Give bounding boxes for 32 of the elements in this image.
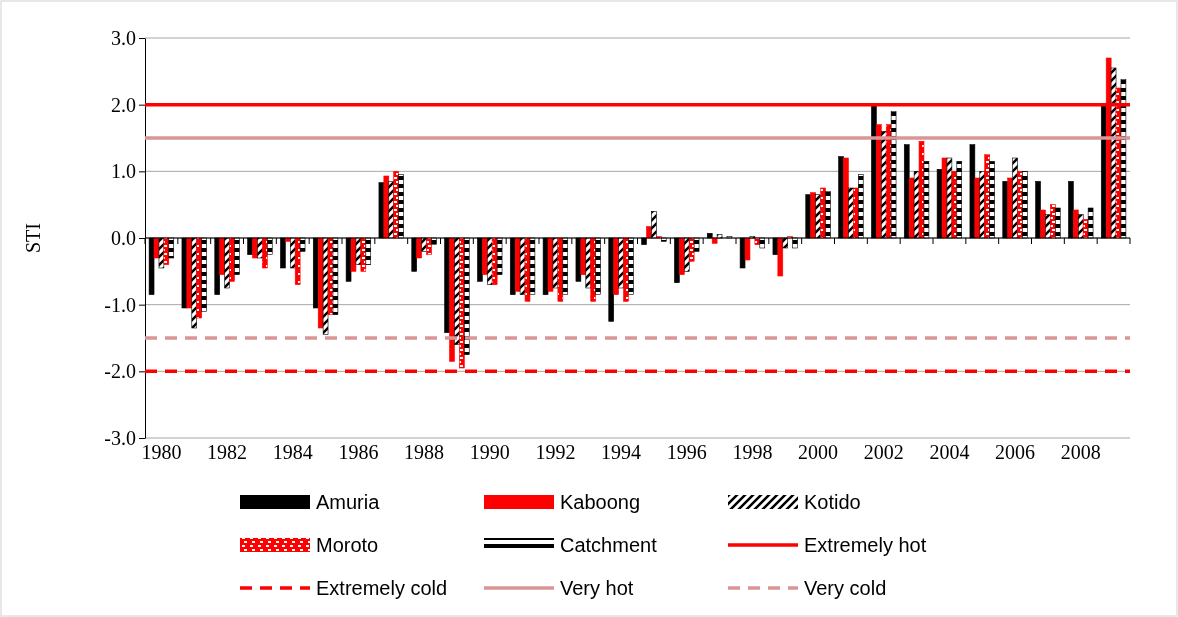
- x-tick-label: 2006: [995, 441, 1036, 463]
- x-tick-label: 2004: [929, 441, 970, 463]
- legend-label: Moroto: [316, 534, 379, 556]
- legend-label: Kotido: [804, 491, 861, 513]
- y-tick-label: 1.0: [111, 160, 136, 183]
- x-tick-label: 1998: [732, 441, 773, 463]
- x-tick-label: 2008: [1060, 441, 1101, 463]
- x-tick-label: 1980: [141, 441, 182, 463]
- x-tick-label: 2002: [863, 441, 904, 463]
- y-axis-title: STI: [22, 223, 44, 253]
- x-tick-label: 1992: [535, 441, 576, 463]
- legend-label: Extremely cold: [316, 577, 448, 599]
- legend-label: Very cold: [804, 577, 887, 599]
- x-tick-label: 1994: [601, 441, 642, 463]
- y-tick-label: -3.0: [104, 426, 136, 449]
- x-tick-label: 1988: [404, 441, 445, 463]
- x-tick-label: 1996: [666, 441, 707, 463]
- y-tick-label: -1.0: [104, 293, 136, 316]
- y-tick-label: 2.0: [111, 93, 136, 116]
- y-tick-label: 0.0: [111, 226, 136, 249]
- y-tick-label: -2.0: [104, 360, 136, 383]
- x-tick-label: 1986: [338, 441, 379, 463]
- x-tick-label: 1982: [207, 441, 248, 463]
- legend-label: Very hot: [560, 577, 634, 599]
- legend-label: Extremely hot: [804, 534, 927, 556]
- legend-label: Amuria: [316, 491, 381, 513]
- x-tick-label: 1990: [469, 441, 510, 463]
- y-tick-label: 3.0: [111, 26, 136, 49]
- legend-label: Kaboong: [560, 491, 641, 513]
- x-tick-label: 1984: [272, 441, 313, 463]
- legend-label: Catchment: [560, 534, 658, 556]
- x-tick-label: 2000: [798, 441, 839, 463]
